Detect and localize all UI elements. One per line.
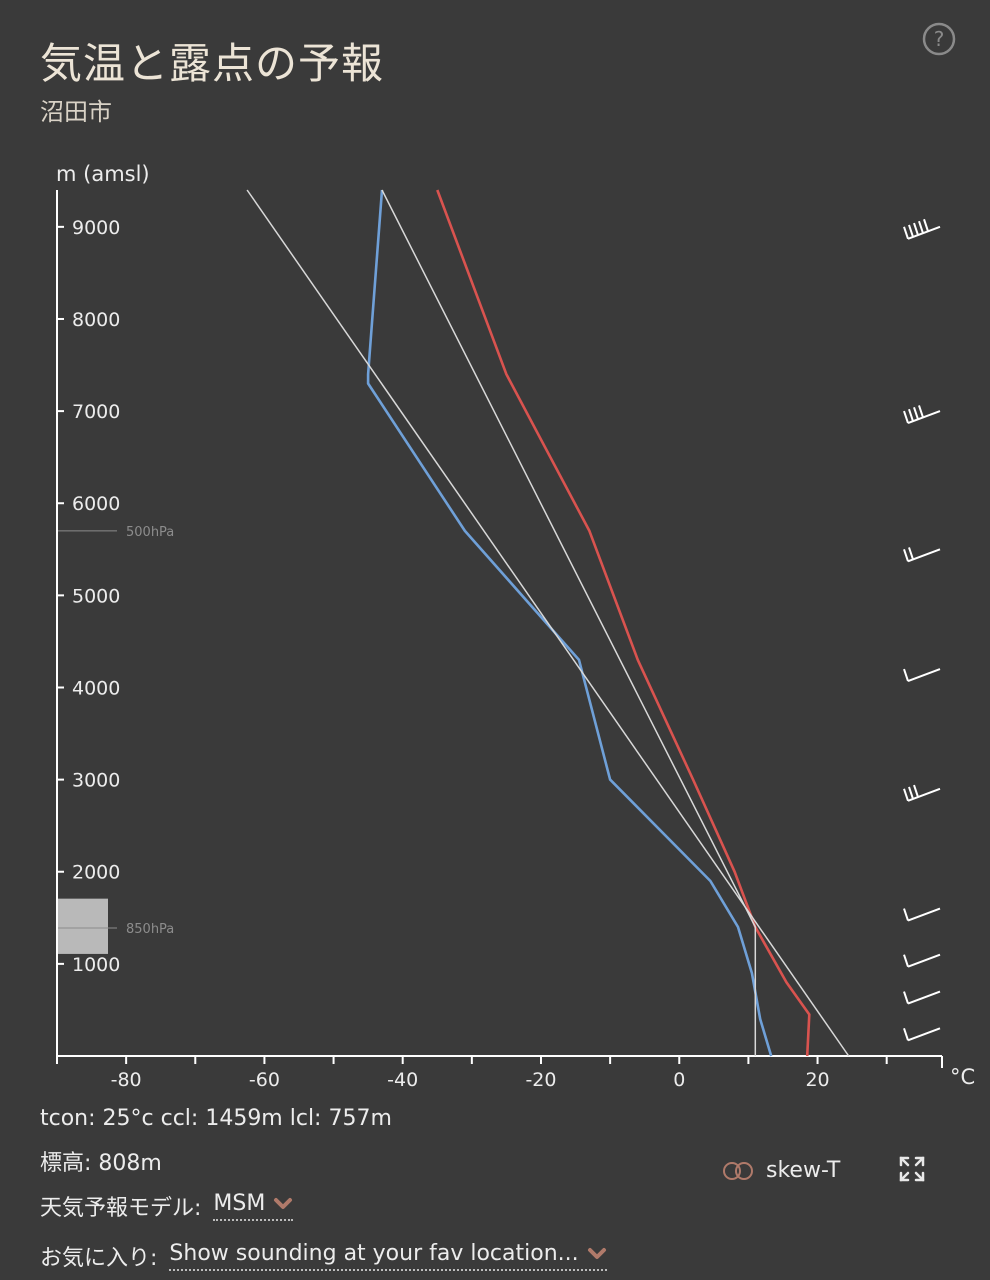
model-value: MSM [213,1191,266,1216]
elevation-text: 標高: 808m [40,1151,162,1176]
series-line-1 [366,189,773,1057]
question-circle-icon[interactable]: ? [922,22,956,56]
chevron-down-icon [587,1247,606,1259]
wind-barb-flag [903,548,909,562]
model-label: 天気予報モデル: [40,1196,202,1221]
favorite-value: Show sounding at your fav location... [169,1241,579,1266]
favorite-select[interactable]: Show sounding at your fav location... [169,1241,607,1271]
wind-barb-shaft [907,548,941,563]
wind-barb [903,953,941,968]
wind-barb-flag [913,784,919,798]
skew-t-toggle[interactable]: skew-T [722,1158,840,1183]
wind-barb [903,547,941,563]
wind-barb-flag [918,220,924,234]
page-title: 気温と露点の予報 [40,39,385,88]
x-tick-label: -40 [387,1069,418,1091]
y-tick-label: 6000 [72,493,120,515]
y-tick-label: 7000 [72,401,120,423]
wind-barb [903,405,941,425]
y-tick-label: 5000 [72,585,120,607]
series-line-0 [436,189,811,1057]
wind-barb-shaft [907,787,941,802]
wind-barb [903,990,941,1005]
wind-barb-flag [908,547,914,560]
wind-barb-shaft [907,668,941,683]
wind-barb [903,218,941,240]
wind-barb-flag [913,406,919,420]
sounding-chart: 500hPa 850hPa 1000 2000 3000 4000 5000 6000 7000… [56,189,975,1091]
model-select[interactable]: MSM [213,1191,294,1221]
y-tick-label: 9000 [72,217,120,239]
favorite-label: お気に入り: [40,1246,158,1271]
wind-barb-flag [903,226,909,240]
pressure-level-label: 850hPa [126,922,174,937]
wind-barb-shaft [907,990,941,1005]
wind-barb-shaft [907,953,941,968]
x-tick-label: -80 [111,1069,142,1091]
x-tick-label: -60 [249,1069,280,1091]
x-axis-label: °C [950,1065,975,1089]
stats-text: tcon: 25°c ccl: 1459m lcl: 757m [40,1106,392,1131]
wind-barb-flag [903,668,909,682]
model-row: 天気予報モデル: MSM [40,1190,294,1222]
wind-barb [903,784,941,802]
wind-barb-flag [903,954,909,967]
wind-barb [903,1027,941,1042]
wind-barb-shaft [907,1027,941,1042]
y-tick-label: 2000 [72,862,120,884]
wind-barb-flag [908,786,914,800]
y-tick-label: 3000 [72,770,120,792]
wind-barb-shaft [907,225,941,240]
terrain-box [57,898,108,954]
wind-barb-flag [923,218,929,232]
favorite-row: お気に入り: Show sounding at your fav locatio… [40,1240,607,1272]
wind-barb-shaft [907,907,941,922]
wind-barb-shaft [907,410,941,425]
series-line-3 [381,189,757,1056]
y-axis-label: m (amsl) [56,162,150,186]
expand-icon[interactable] [898,1155,926,1183]
y-tick-label: 8000 [72,309,120,331]
wind-barb-flag [903,1028,909,1041]
wind-barb-flag [918,405,924,418]
skew-t-label: skew-T [766,1158,841,1183]
x-tick-label: -20 [525,1069,556,1091]
wind-barb [903,668,941,683]
wind-barb-flag [908,224,914,238]
series-line-2 [246,189,850,1057]
toggle-icon [723,1161,753,1180]
y-tick-label: 1000 [72,954,120,976]
location-name: 沼田市 [40,98,112,126]
pressure-level-label: 500hPa [126,525,174,540]
wind-barb-flag [903,908,909,921]
x-tick-label: 20 [805,1069,829,1091]
wind-barb-flag [908,408,914,422]
wind-barb-flag [903,788,909,802]
chevron-down-icon [274,1197,293,1209]
svg-text:?: ? [934,27,945,51]
x-tick-label: 0 [673,1069,685,1091]
wind-barb-flag [903,991,909,1004]
wind-barb-flag [913,222,919,236]
wind-barb [903,907,941,922]
y-tick-label: 4000 [72,677,120,699]
wind-barb-flag [903,410,909,424]
